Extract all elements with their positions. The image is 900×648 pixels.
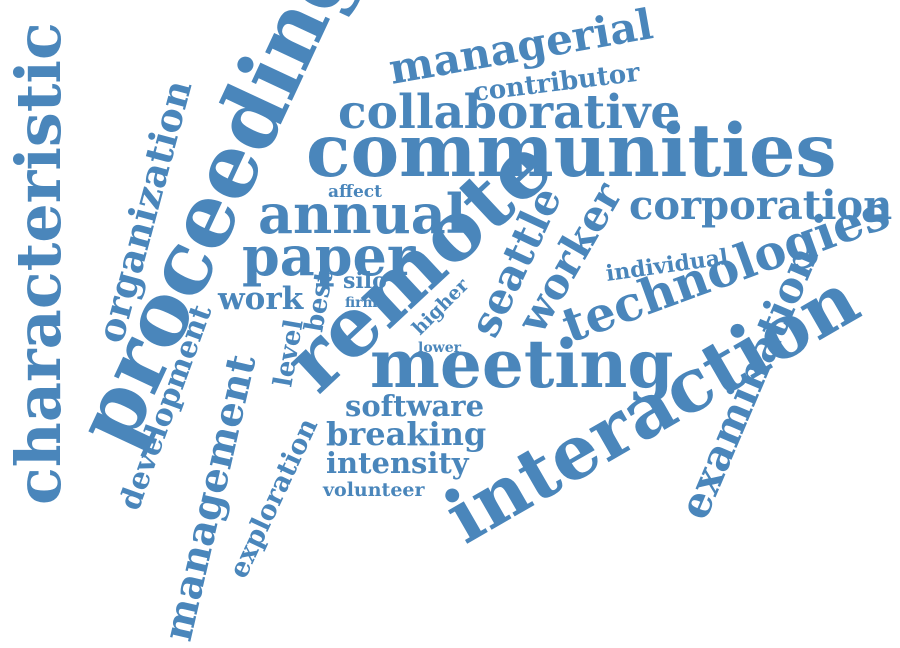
word-breaking: breaking <box>326 415 486 453</box>
word-characteristic: characteristic <box>2 22 75 505</box>
word-intensity: intensity <box>326 446 470 480</box>
word-corporation: corporation <box>629 182 892 229</box>
word-affect: affect <box>328 182 382 202</box>
word-communities: communities <box>306 108 837 194</box>
word-collaborative: collaborative <box>338 85 680 140</box>
word-annual: annual <box>258 182 466 246</box>
word-lower: lower <box>418 340 462 356</box>
word-work: work <box>217 281 305 317</box>
word-meeting: meeting <box>370 325 674 403</box>
word-software: software <box>345 389 484 423</box>
word-paper: paper <box>242 224 416 288</box>
word-firm: firm <box>345 295 378 311</box>
word-volunteer: volunteer <box>322 479 426 501</box>
word-silo: silo <box>343 268 387 294</box>
